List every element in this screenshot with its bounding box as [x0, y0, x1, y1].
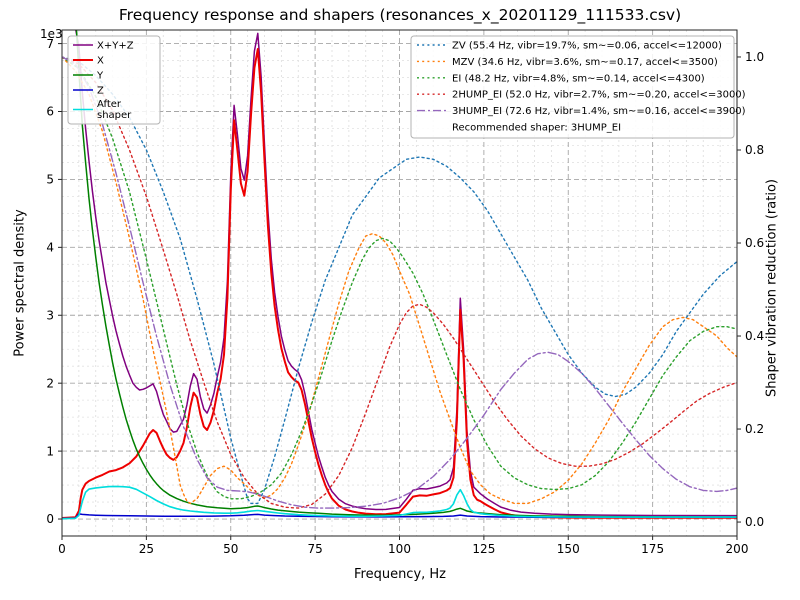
- chart-title: Frequency response and shapers (resonanc…: [118, 6, 682, 24]
- legend-label: EI (48.2 Hz, vibr=4.8%, sm~=0.14, accel<…: [452, 73, 705, 84]
- legend-label: Z: [97, 86, 104, 97]
- y-tick-label-right: 0.8: [745, 143, 764, 157]
- x-tick-label: 125: [472, 542, 495, 556]
- y-tick-label-right: 0.6: [745, 236, 764, 250]
- psd-series-x: [62, 48, 737, 519]
- legend-label: ZV (55.4 Hz, vibr=19.7%, sm~=0.06, accel…: [452, 41, 722, 52]
- y-tick-label-right: 0.2: [745, 422, 764, 436]
- axes: 0 25 50 75 100 125 150 175 200 0 1 2 3 4 5 6 7 0.0 0.2 0.4 0…: [46, 29, 764, 556]
- legend-label: MZV (34.6 Hz, vibr=3.6%, sm~=0.17, accel…: [452, 57, 718, 68]
- series-layer: [62, 30, 737, 520]
- shaper-series-2hump_ei: [62, 56, 737, 509]
- y-tick-label-left: 7: [46, 37, 54, 51]
- y-tick-label-left: 0: [46, 512, 54, 526]
- y-tick-label-right: 0.4: [745, 329, 764, 343]
- psd-legend-frame: [67, 35, 161, 125]
- legend-label: X+Y+Z: [97, 41, 134, 52]
- legend-label: After: [97, 99, 122, 110]
- x-tick-label: 150: [557, 542, 580, 556]
- shaper-series-ei: [62, 56, 737, 500]
- psd-series-after-shaper: [62, 485, 737, 520]
- y-tick-label-left: 4: [46, 241, 54, 255]
- y-tick-label-right: 1.0: [745, 50, 764, 64]
- shaper-legend-frame: [410, 35, 735, 139]
- x-tick-label: 0: [58, 542, 66, 556]
- x-axis-label: Frequency, Hz: [353, 567, 447, 582]
- legend-label: 2HUMP_EI (52.0 Hz, vibr=2.7%, sm~=0.20, …: [452, 90, 746, 101]
- x-tick-label: 75: [307, 542, 322, 556]
- y-tick-label-left: 3: [46, 308, 54, 322]
- y-tick-label-left: 2: [46, 376, 54, 390]
- y-axis-label-left: Power spectral density: [12, 209, 28, 357]
- x-tick-label: 200: [726, 542, 749, 556]
- legend-label: X: [97, 56, 104, 67]
- psd-series-z: [62, 513, 737, 520]
- legend-label: shaper: [97, 110, 132, 121]
- recommended-shaper-note: Recommended shaper: 3HUMP_EI: [452, 123, 621, 134]
- y-tick-label-left: 6: [46, 105, 54, 119]
- y-axis-offset-label: 1e3: [40, 27, 63, 41]
- shaper-legend: ZV (55.4 Hz, vibr=19.7%, sm~=0.06, accel…: [410, 35, 746, 139]
- shaper-series-3hump_ei: [62, 56, 737, 509]
- shaper-series-mzv: [62, 56, 737, 505]
- y-axis-label-right: Shaper vibration reduction (ratio): [764, 179, 780, 397]
- y-tick-label-left: 1: [46, 444, 54, 458]
- psd-series-y: [75, 30, 737, 518]
- legend-label: Y: [96, 71, 104, 82]
- y-tick-label-left: 5: [46, 173, 54, 187]
- y-tick-label-right: 0.0: [745, 515, 764, 529]
- x-tick-label: 175: [641, 542, 664, 556]
- x-tick-label: 25: [139, 542, 154, 556]
- x-tick-label: 50: [223, 542, 238, 556]
- legend-label: 3HUMP_EI (72.6 Hz, vibr=1.4%, sm~=0.16, …: [452, 106, 746, 117]
- x-tick-label: 100: [388, 542, 411, 556]
